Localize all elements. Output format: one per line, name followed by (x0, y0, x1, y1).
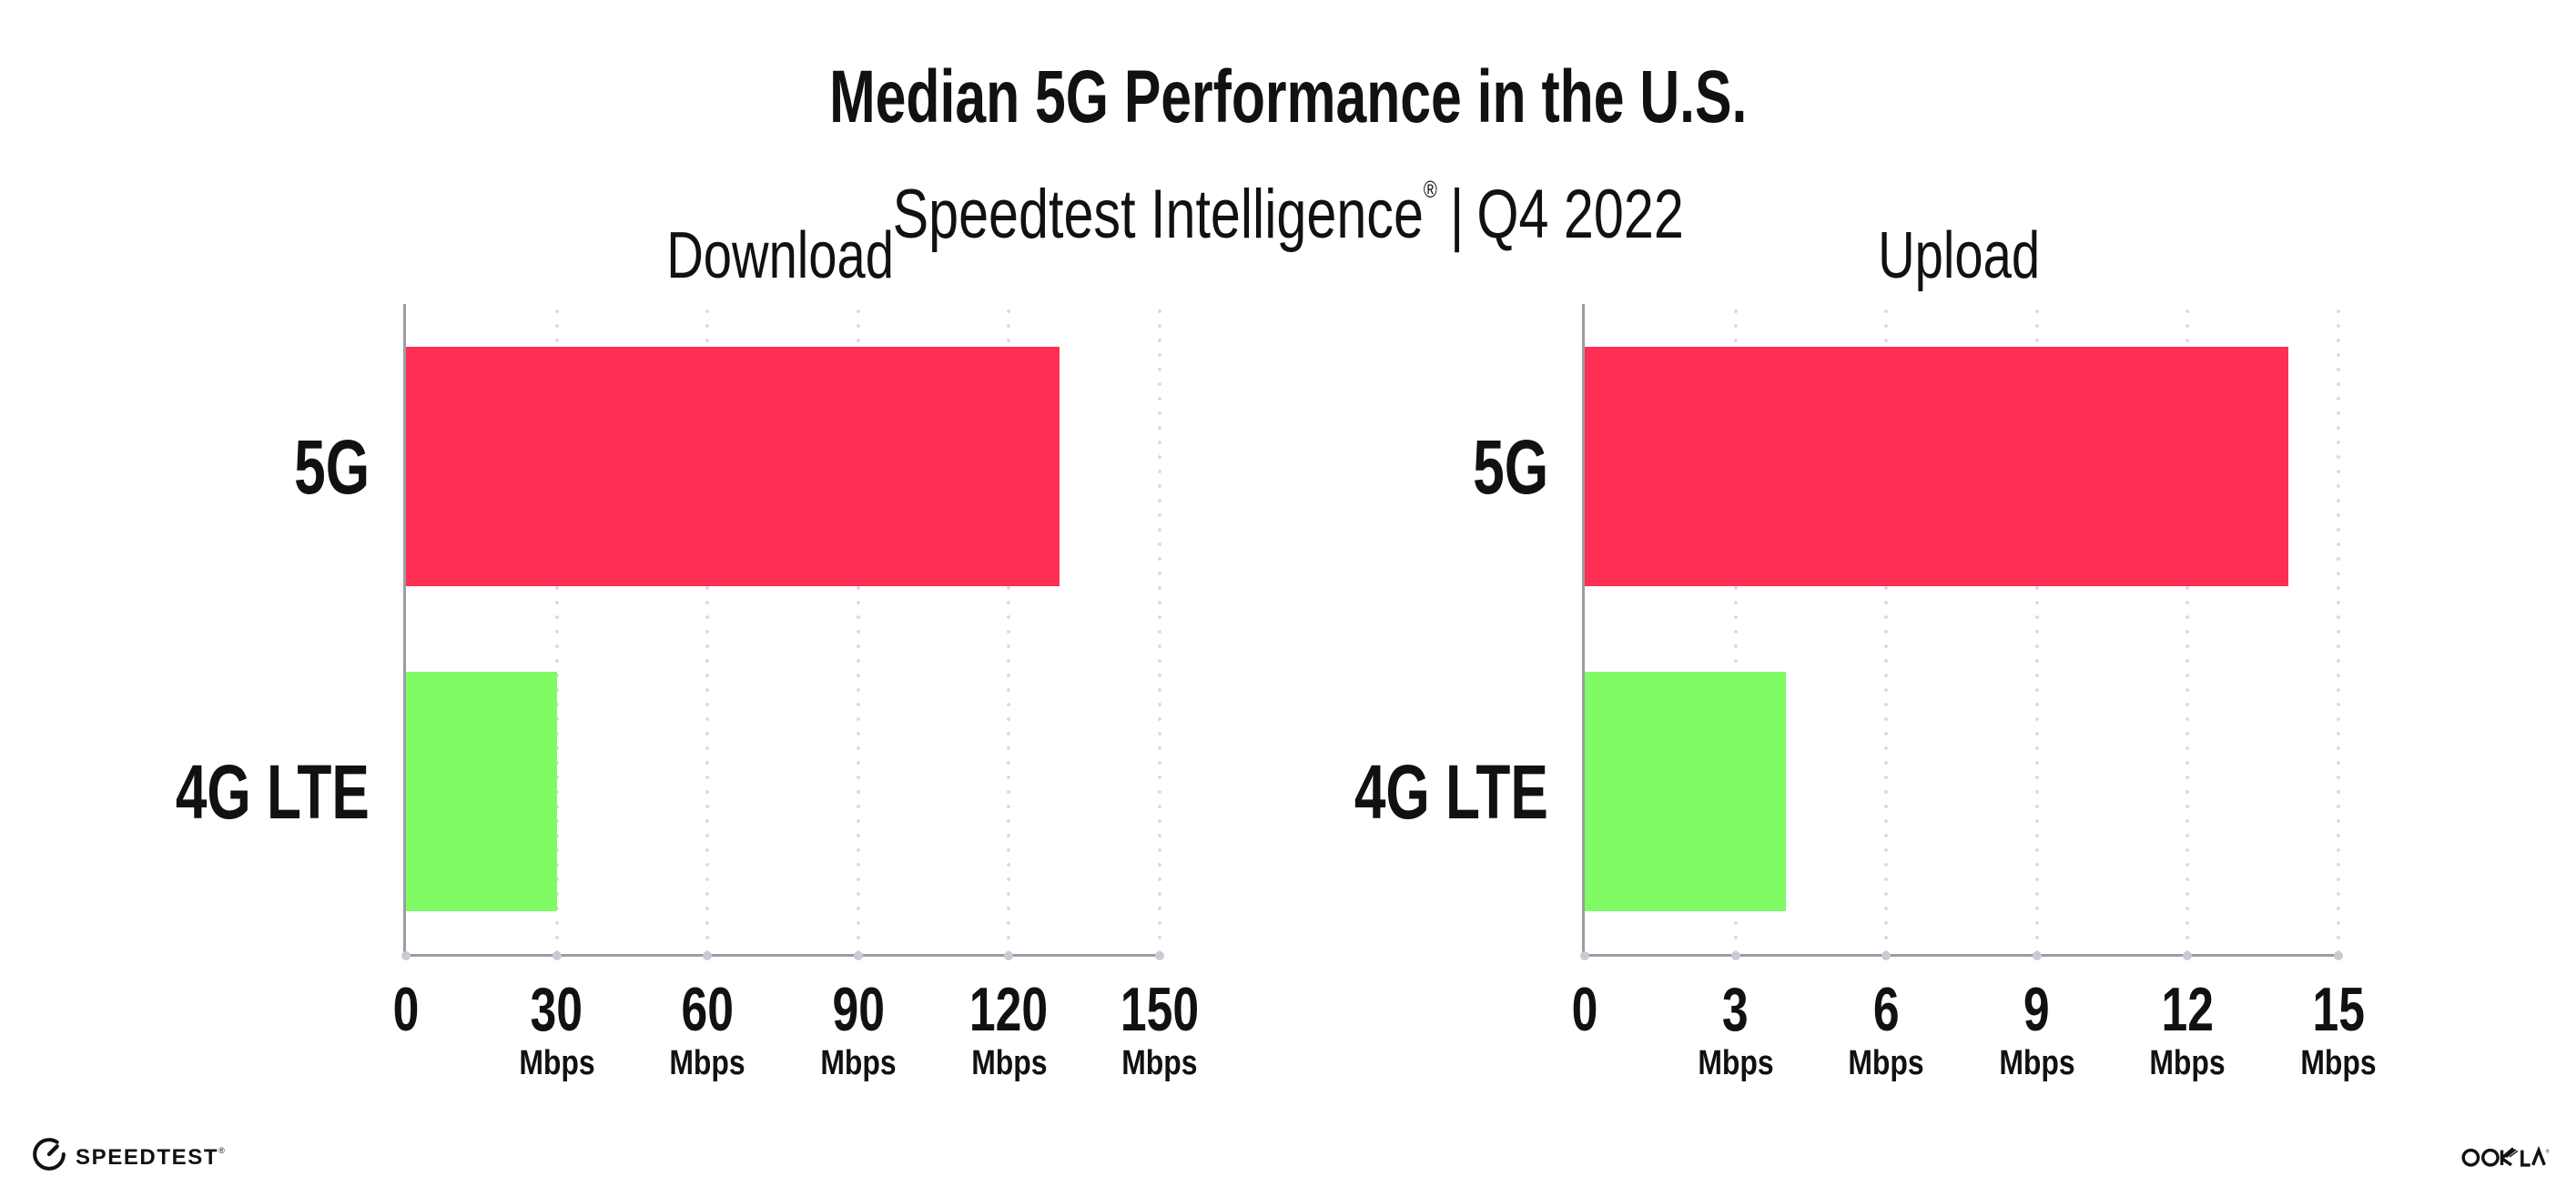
speedtest-wordmark: SPEEDTEST® (76, 1145, 225, 1170)
gridline-9 (2034, 304, 2039, 954)
upload-x-axis-ticks: 0 3 Mbps 6 Mbps 9 Mbps 12 Mbps 15 Mbps (1572, 975, 2377, 1127)
axis-tick-dot-0 (401, 951, 411, 960)
ookla-wordmark-icon: ® (2461, 1145, 2550, 1167)
download-bar-4g-lte (406, 672, 557, 911)
upload-chart-plot: 5G 4G LTE 0 3 Mbps 6 Mbps 9 Mbps 12 Mbps 15 Mbps (1354, 304, 2377, 1081)
gridline-12 (2186, 304, 2190, 954)
tick-value: 30 (530, 975, 583, 1044)
subtitle-period: Q4 2022 (1476, 176, 1684, 254)
x-tick-0: 0 (389, 975, 423, 1044)
subtitle-separator: | (1449, 176, 1465, 254)
tick-unit: Mbps (1848, 1044, 1924, 1082)
tick-unit: Mbps (1697, 1044, 1774, 1082)
page-subtitle: Speedtest Intelligence® | Q4 2022 (0, 147, 2576, 258)
x-tick-120: 120 Mbps (958, 975, 1060, 1082)
download-bar-5g (406, 347, 1060, 586)
x-tick-12: 12 Mbps (2143, 975, 2233, 1082)
tick-value: 0 (1571, 975, 1598, 1044)
axis-tick-dot-90 (853, 951, 863, 960)
subtitle-brand: Speedtest Intelligence (892, 176, 1424, 254)
axis-tick-dot-0 (1580, 951, 1589, 960)
tick-unit: Mbps (970, 1044, 1048, 1082)
x-tick-3: 3 Mbps (1690, 975, 1780, 1082)
axis-tick-dot-12 (2183, 951, 2193, 960)
tick-unit: Mbps (1121, 1044, 1198, 1082)
tick-value: 60 (681, 975, 734, 1044)
download-gridlines (401, 304, 1164, 960)
tick-unit: Mbps (2149, 1044, 2226, 1082)
gridline-15 (2337, 304, 2340, 954)
upload-row-4g-lte: 4G LTE (1354, 629, 2338, 954)
gridline-6 (1884, 304, 1889, 954)
upload-row-5g: 5G (1473, 304, 2338, 629)
tick-unit: Mbps (820, 1044, 897, 1082)
speedtest-registered-mark: ® (218, 1146, 225, 1155)
download-row-4g-lte: 4G LTE (176, 629, 1160, 954)
upload-chart-title: Upload (1878, 219, 2040, 292)
tick-value: 3 (1722, 975, 1749, 1044)
download-category-label-4g-lte: 4G LTE (176, 748, 370, 835)
upload-bar-5g (1585, 347, 2288, 586)
x-tick-150: 150 Mbps (1108, 975, 1211, 1082)
tick-value: 9 (2023, 975, 2051, 1044)
x-tick-9: 9 Mbps (1992, 975, 2082, 1082)
axis-tick-dot-9 (2032, 951, 2042, 960)
tick-value: 120 (969, 975, 1049, 1044)
ookla-logo: ® (2461, 1143, 2551, 1171)
upload-category-label-4g-lte: 4G LTE (1354, 748, 1548, 835)
axis-tick-dot-3 (1730, 951, 1740, 960)
axis-tick-dot-120 (1004, 951, 1014, 960)
axis-tick-dot-60 (703, 951, 713, 960)
axis-tick-dot-6 (1881, 951, 1891, 960)
x-tick-60: 60 Mbps (663, 975, 753, 1082)
tick-value: 150 (1120, 975, 1200, 1044)
gridline-120 (1007, 304, 1011, 954)
axis-tick-dot-30 (552, 951, 562, 960)
gridline-90 (856, 304, 860, 954)
gridline-30 (554, 304, 559, 954)
download-bars: 5G 4G LTE (176, 304, 1160, 954)
upload-bar-4g-lte (1585, 672, 1786, 911)
ookla-registered-mark: ® (2546, 1149, 2550, 1155)
tick-value: 15 (2312, 975, 2365, 1044)
tick-value: 12 (2161, 975, 2215, 1044)
gridline-60 (705, 304, 710, 954)
download-x-axis-ticks: 0 30 Mbps 60 Mbps 90 Mbps 120 Mbps 150 Mbps (393, 975, 1199, 1127)
tick-value: 0 (392, 975, 420, 1044)
download-category-label-5g: 5G (294, 423, 370, 510)
upload-category-label-5g: 5G (1473, 423, 1548, 510)
axis-tick-dot-15 (2334, 951, 2343, 960)
tick-value: 6 (1872, 975, 1900, 1044)
x-tick-90: 90 Mbps (813, 975, 903, 1082)
speedtest-logo: SPEEDTEST® (31, 1136, 225, 1172)
tick-unit: Mbps (1999, 1044, 2075, 1082)
page-title-text: Median 5G Performance in the U.S. (828, 55, 1748, 138)
download-chart-plot: 5G 4G LTE 0 30 Mbps 60 Mbps 90 Mbps 120 Mbps 150 M… (176, 304, 1199, 1081)
gridline-3 (1733, 304, 1738, 954)
tick-unit: Mbps (2300, 1044, 2377, 1082)
gridline-150 (1158, 304, 1161, 954)
tick-value: 90 (832, 975, 885, 1044)
registered-trademark-symbol: ® (1423, 176, 1437, 204)
tick-unit: Mbps (518, 1044, 595, 1082)
x-tick-6: 6 Mbps (1841, 975, 1932, 1082)
upload-bars: 5G 4G LTE (1354, 304, 2338, 954)
tick-unit: Mbps (669, 1044, 745, 1082)
upload-gridlines (1580, 304, 2343, 960)
x-tick-0: 0 (1567, 975, 1602, 1044)
download-chart-title: Download (666, 219, 894, 292)
axis-tick-dot-150 (1155, 951, 1164, 960)
page-title: Median 5G Performance in the U.S. (0, 54, 2576, 140)
download-row-5g: 5G (294, 304, 1160, 629)
x-tick-15: 15 Mbps (2293, 975, 2383, 1082)
speedtest-gauge-icon (33, 1138, 66, 1171)
x-tick-30: 30 Mbps (512, 975, 602, 1082)
